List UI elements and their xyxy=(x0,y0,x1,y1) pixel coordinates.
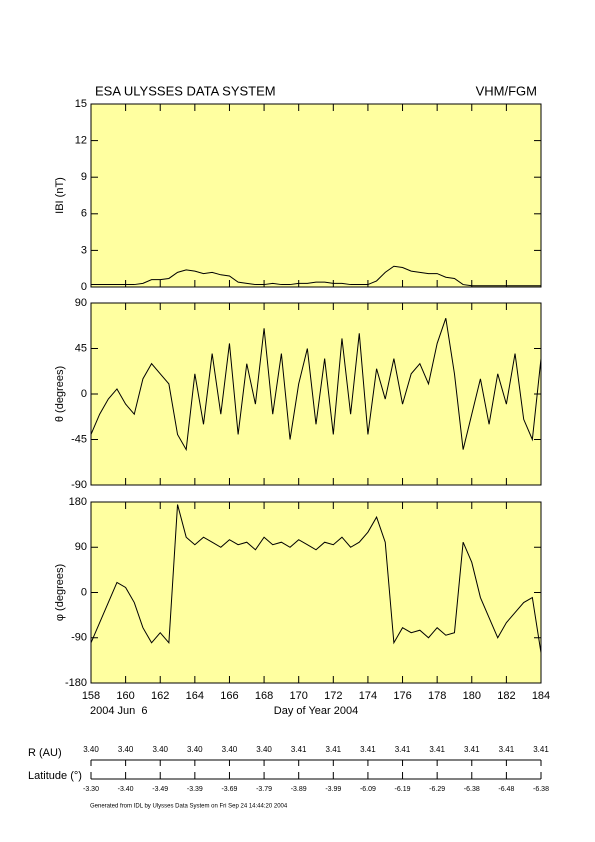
lat-value: -3.40 xyxy=(118,786,134,793)
x-tick-label: 174 xyxy=(359,690,377,702)
x-tick-label: 172 xyxy=(324,690,342,702)
lat-value: -6.09 xyxy=(360,786,376,793)
r-value: 3.40 xyxy=(187,745,203,754)
x-axis-label: Day of Year 2004 xyxy=(274,705,358,717)
data-line xyxy=(91,318,541,452)
x-tick-label: 178 xyxy=(428,690,446,702)
y-tick-label: 90 xyxy=(75,541,87,553)
lat-value: -6.38 xyxy=(464,786,480,793)
r-value: 3.40 xyxy=(222,745,238,754)
y-axis-label: θ (degrees) xyxy=(54,366,66,422)
plot-background xyxy=(91,303,541,485)
data-line xyxy=(91,265,541,287)
y-tick-label: 45 xyxy=(75,342,87,354)
x-tick-label: 158 xyxy=(82,690,100,702)
r-value: 3.41 xyxy=(499,745,515,754)
date-label: 2004 Jun 6 xyxy=(90,705,148,717)
lat-value: -3.49 xyxy=(152,786,168,793)
x-tick-label: 168 xyxy=(255,690,273,702)
data-line xyxy=(91,504,541,653)
r-value: 3.41 xyxy=(464,745,480,754)
r-value: 3.41 xyxy=(533,745,549,754)
y-tick-label: 12 xyxy=(75,135,87,147)
r-value: 3.41 xyxy=(326,745,342,754)
footer: Generated from IDL by Ulysses Data Syste… xyxy=(90,804,288,810)
r-value: 3.40 xyxy=(118,745,134,754)
x-tick-label: 164 xyxy=(186,690,204,702)
lat-value: -3.79 xyxy=(256,786,272,793)
lat-value: -3.30 xyxy=(83,786,99,793)
y-tick-label: 9 xyxy=(81,171,87,183)
y-axis-label: φ (degrees) xyxy=(54,564,66,621)
x-tick-label: 176 xyxy=(393,690,411,702)
r-value: 3.40 xyxy=(152,745,168,754)
header-title: ESA ULYSSES DATA SYSTEM xyxy=(95,83,276,98)
plot-frame xyxy=(90,302,542,486)
plot-frame xyxy=(90,501,542,684)
y-tick-label: -90 xyxy=(71,632,87,644)
r-value: 3.40 xyxy=(256,745,272,754)
r-value: 3.41 xyxy=(291,745,307,754)
y-tick-label: 0 xyxy=(81,281,87,293)
r-value: 3.41 xyxy=(395,745,411,754)
lat-value: -6.48 xyxy=(498,786,514,793)
y-tick-label: 0 xyxy=(81,586,87,598)
lat-value: -3.39 xyxy=(187,786,203,793)
y-tick-label: 15 xyxy=(75,98,87,110)
y-tick-label: 6 xyxy=(81,208,87,220)
r-value: 3.41 xyxy=(360,745,376,754)
x-tick-label: 162 xyxy=(151,690,169,702)
r-value: 3.41 xyxy=(429,745,445,754)
header-instrument: VHM/FGM xyxy=(476,83,537,98)
lat-value: -3.89 xyxy=(291,786,307,793)
lat-value: -6.29 xyxy=(429,786,445,793)
x-tick-label: 182 xyxy=(497,690,515,702)
x-tick-label: 166 xyxy=(220,690,238,702)
plot-background xyxy=(91,502,541,683)
r-label: R (AU) xyxy=(28,747,62,759)
y-tick-label: 0 xyxy=(81,388,87,400)
x-tick-label: 160 xyxy=(116,690,134,702)
lat-value: -3.69 xyxy=(221,786,237,793)
plot-frame xyxy=(90,103,542,288)
x-tick-label: 170 xyxy=(290,690,308,702)
y-tick-label: 90 xyxy=(75,297,87,309)
lat-value: -6.19 xyxy=(395,786,411,793)
lat-value: -3.99 xyxy=(325,786,341,793)
x-tick-label: 180 xyxy=(463,690,481,702)
lat-value: -6.38 xyxy=(533,786,549,793)
y-tick-label: -45 xyxy=(71,433,87,445)
y-axis-label: IBI (nT) xyxy=(54,177,66,214)
x-tick-label: 184 xyxy=(532,690,550,702)
y-tick-label: 3 xyxy=(81,244,87,256)
y-tick-label: -180 xyxy=(65,677,87,689)
plot-background xyxy=(91,104,541,287)
lat-label: Latitude (°) xyxy=(28,770,82,782)
y-tick-label: 180 xyxy=(69,496,87,508)
r-value: 3.40 xyxy=(83,745,99,754)
y-tick-label: -90 xyxy=(71,479,87,491)
